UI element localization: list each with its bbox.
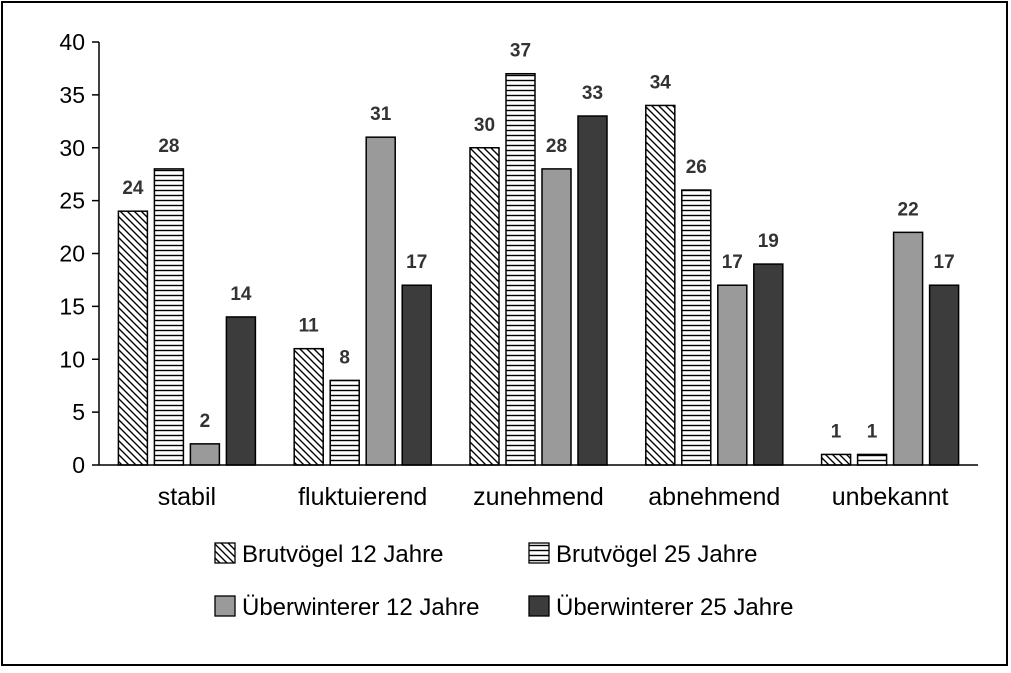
x-tick-label: unbekannt [832,483,949,511]
data-label: 30 [474,115,495,136]
bar [856,453,888,466]
y-tick-label: 20 [59,241,85,267]
data-label: 17 [722,252,743,273]
y-tick-label: 5 [72,399,85,425]
data-label: 24 [122,178,144,199]
legend-swatch [528,542,550,564]
legend-item: Überwinterer 25 Jahre [528,594,793,621]
data-label: 1 [867,421,878,442]
bar [577,115,608,466]
legend-label: Überwinterer 12 Jahre [242,594,479,621]
data-label: 11 [299,316,320,337]
bar [153,168,185,466]
data-label: 17 [934,252,955,273]
y-tick-label: 25 [59,188,85,214]
bar [329,379,360,466]
data-label: 37 [510,41,531,62]
data-label: 34 [650,72,672,93]
legend-item: Brutvögel 12 Jahre [214,541,443,568]
x-tick-label: zunehmend [473,483,604,511]
data-label: 1 [831,421,842,442]
bar [820,453,852,466]
legend-label: Brutvögel 25 Jahre [556,541,757,568]
bar [189,443,221,466]
bar [365,136,396,466]
data-label: 31 [370,104,392,125]
data-label: 8 [339,347,350,368]
legend-label: Brutvögel 12 Jahre [242,541,443,568]
legend-swatch [214,542,236,564]
data-label: 17 [406,252,427,273]
data-label: 28 [546,136,567,157]
x-axis: stabil fluktuierend zunehmend abnehmend unbe… [99,464,978,511]
data-label: 22 [898,199,919,220]
data-label: 26 [686,157,707,178]
x-tick-label: fluktuierend [298,483,427,511]
bar [117,210,149,466]
y-tick-label: 40 [59,29,85,55]
legend-item: Überwinterer 12 Jahre [214,594,479,621]
data-label: 28 [158,136,179,157]
bar [293,347,324,466]
y-axis: 0 5 10 15 20 25 30 35 40 [59,29,100,478]
bar [928,284,960,466]
legend-label: Überwinterer 25 Jahre [556,594,793,621]
bar [541,168,572,466]
bar [225,316,257,466]
legend-item: Brutvögel 25 Jahre [528,541,757,568]
x-tick-label: stabil [158,483,216,511]
bar [681,189,712,466]
bar [717,284,748,466]
y-tick-label: 15 [59,293,85,319]
legend-swatch [528,595,550,617]
y-tick-label: 10 [59,346,85,372]
data-label: 19 [758,231,779,252]
y-tick-label: 0 [72,452,85,478]
y-tick-label: 30 [59,135,85,161]
bar [401,284,432,466]
x-tick-label: abnehmend [648,483,780,511]
legend: Brutvögel 12 Jahre Brutvögel 25 Jahre Über… [214,541,793,621]
bar [753,263,784,466]
bar [469,147,500,466]
bar [505,72,536,466]
data-label: 33 [582,83,603,104]
data-label: 14 [230,284,252,305]
legend-swatch [214,595,236,617]
data-label: 2 [200,411,211,432]
bar [892,231,924,466]
bar [645,104,676,466]
y-tick-label: 35 [59,82,85,108]
